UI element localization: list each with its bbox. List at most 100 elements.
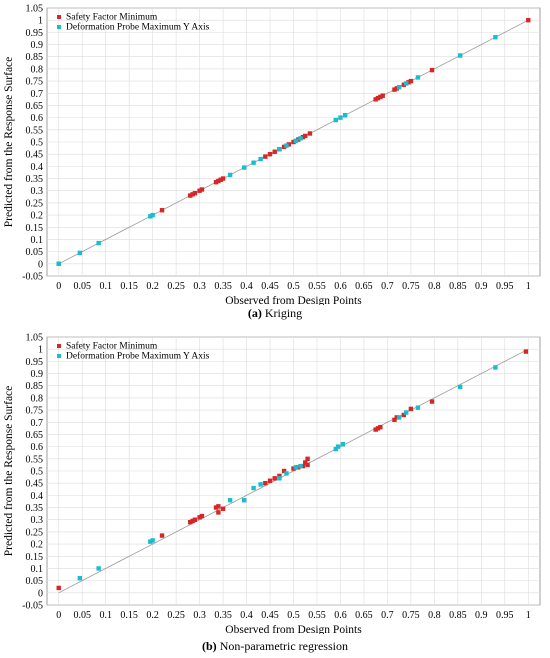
safety-factor-point [213, 180, 219, 185]
deformation-probe-point [415, 405, 421, 410]
caption-nonparametric: (b) Non-parametric regression [0, 639, 550, 654]
safety-factor-point [188, 519, 193, 525]
y-tick-label: 0.95 [26, 357, 44, 368]
x-tick-label: 0.35 [214, 281, 232, 292]
chart-nonparametric: 0 0.05 0.1 0.15 0.2 0.25 0.3 0.35 0.4 0.45 0.5 0.55… [3, 333, 541, 634]
y-axis-label: Predicted from the Response Surface [3, 386, 15, 557]
x-tick-label: 0.95 [496, 610, 514, 621]
y-tick-label: -0.05 [22, 601, 43, 612]
safety-factor-point [300, 463, 306, 469]
safety-factor-point [281, 144, 287, 150]
deformation-probe-point [342, 113, 348, 118]
deformation-probe-point [493, 35, 498, 40]
caption-text: Kriging [261, 306, 303, 320]
x-tick-label: 0.6 [334, 610, 347, 621]
chart-kriging: 0 0.05 0.1 0.15 0.2 0.25 0.3 0.35 0.4 0.45 0.5 0.55… [3, 4, 541, 305]
safety-factor-point [159, 533, 165, 538]
deformation-probe-point [457, 384, 463, 390]
x-tick-label: 0.85 [449, 610, 467, 621]
deformation-probe-point [293, 138, 299, 143]
deformation-probe-point [415, 75, 421, 80]
x-tick-label: 0.4 [240, 281, 253, 292]
deformation-probe-point [403, 410, 409, 415]
safety-factor-point [190, 518, 195, 524]
deformation-probe-point [258, 156, 263, 162]
deformation-probe-point [227, 172, 233, 178]
y-tick-label: 0.15 [26, 552, 44, 563]
safety-factor-point [192, 190, 198, 196]
safety-factor-point [291, 466, 296, 471]
legend-deformation-probe-marker [57, 354, 61, 358]
x-tick-label: 0.9 [475, 610, 488, 621]
caption-tag: (a) [247, 306, 262, 320]
y-tick-label: 1.05 [26, 4, 44, 15]
safety-factor-point [197, 515, 202, 520]
x-tick-label: 0.05 [73, 281, 91, 292]
safety-factor-point [216, 504, 221, 509]
y-tick-label: 0.9 [31, 40, 44, 51]
legend-safety-factor-label: Safety Factor Minimum [66, 341, 158, 352]
x-axis-label: Observed from Design Points [225, 295, 362, 305]
safety-factor-point [375, 95, 381, 101]
x-tick-label: 0.3 [193, 610, 206, 621]
x-tick-label: 0.55 [308, 610, 326, 621]
y-tick-label: 0.55 [26, 454, 44, 465]
y-tick-label: 0.25 [26, 527, 44, 538]
safety-factor-point [192, 517, 198, 522]
deformation-probe-point [96, 240, 101, 246]
deformation-probe-point [298, 463, 303, 469]
y-tick-label: 0.5 [31, 138, 44, 149]
safety-factor-point [305, 456, 310, 462]
deformation-probe-point [227, 498, 233, 503]
safety-factor-point [523, 349, 529, 354]
safety-factor-point [159, 208, 165, 213]
safety-factor-point [303, 460, 308, 465]
y-tick-label: 0.8 [31, 64, 44, 75]
y-tick-label: 0 [38, 259, 43, 270]
x-tick-label: 0.75 [402, 281, 420, 292]
safety-factor-point [300, 134, 306, 140]
deformation-probe-point [150, 212, 155, 218]
safety-factor-point [188, 193, 193, 198]
safety-factor-point [263, 154, 268, 159]
safety-factor-point [277, 473, 282, 479]
deformation-probe-point [403, 81, 409, 86]
x-axis-label: Observed from Design Points [225, 624, 362, 634]
legend-safety-factor-label: Safety Factor Minimum [66, 12, 158, 23]
y-tick-label: 0.45 [26, 479, 44, 490]
deformation-probe-point [335, 444, 341, 449]
y-tick-label: 0 [38, 588, 43, 599]
safety-factor-point [56, 585, 61, 591]
safety-factor-point [220, 506, 226, 511]
deformation-probe-point [338, 115, 343, 120]
x-tick-label: 0.6 [334, 281, 347, 292]
safety-factor-point [378, 424, 383, 430]
legend-deformation-probe-label: Deformation Probe Maximum Y Axis [66, 351, 210, 362]
safety-factor-point [406, 80, 411, 85]
y-tick-label: -0.05 [22, 272, 43, 283]
deformation-probe-point [150, 538, 155, 543]
y-tick-label: 0.75 [26, 77, 44, 88]
y-tick-label: 0.2 [31, 540, 44, 551]
x-tick-label: 0.25 [167, 610, 185, 621]
x-tick-label: 0.1 [99, 610, 112, 621]
deformation-probe-point [333, 117, 338, 123]
deformation-probe-point [77, 250, 83, 256]
y-tick-label: 0.55 [26, 125, 44, 136]
caption-kriging: (a) Kriging [0, 306, 550, 321]
safety-factor-point [213, 505, 219, 510]
x-tick-label: 0.65 [355, 610, 373, 621]
x-tick-label: 0.7 [381, 281, 394, 292]
x-tick-label: 0.35 [214, 610, 232, 621]
safety-factor-point [267, 151, 273, 157]
y-tick-label: 0.5 [31, 467, 44, 478]
x-tick-label: 0.45 [261, 281, 279, 292]
safety-factor-point [199, 187, 205, 192]
y-tick-label: 0.65 [26, 430, 44, 441]
safety-factor-point [305, 462, 310, 468]
safety-factor-point [526, 17, 531, 23]
deformation-probe-point [284, 471, 289, 476]
x-tick-label: 0.95 [496, 281, 514, 292]
y-tick-label: 1.05 [26, 333, 44, 344]
y-tick-label: 0.6 [31, 113, 44, 124]
